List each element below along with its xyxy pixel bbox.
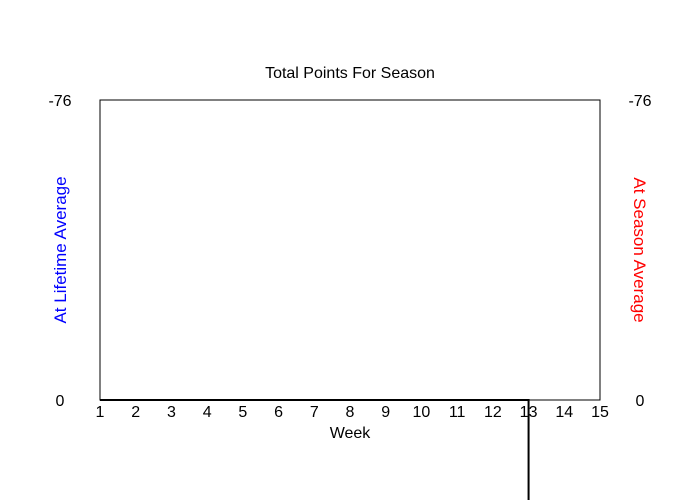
x-tick-label: 3 bbox=[167, 404, 176, 421]
x-tick-label: 15 bbox=[591, 404, 609, 421]
x-tick-label: 2 bbox=[131, 404, 140, 421]
y-tick-left-bottom: 0 bbox=[56, 393, 65, 410]
x-tick-label: 5 bbox=[238, 404, 247, 421]
x-tick-label: 14 bbox=[555, 404, 573, 421]
series-line-0 bbox=[100, 399, 530, 500]
y-tick-right-top: -76 bbox=[628, 93, 651, 110]
x-tick-label: 10 bbox=[413, 404, 431, 421]
plot-area bbox=[99, 99, 601, 401]
x-axis-label: Week bbox=[330, 425, 372, 442]
x-tick-label: 11 bbox=[449, 404, 466, 421]
y-axis-label-right: At Season Average bbox=[630, 177, 649, 322]
y-axis-label-left: At Lifetime Average bbox=[51, 176, 70, 323]
x-tick-label: 8 bbox=[346, 404, 355, 421]
x-tick-label: 12 bbox=[484, 404, 502, 421]
chart-title: Total Points For Season bbox=[265, 65, 435, 82]
x-tick-label: 4 bbox=[203, 404, 212, 421]
y-tick-left-top: -76 bbox=[48, 93, 71, 110]
x-tick-label: 1 bbox=[96, 404, 105, 421]
x-tick-label: 6 bbox=[274, 404, 283, 421]
y-tick-right-bottom: 0 bbox=[636, 393, 645, 410]
x-tick-label: 7 bbox=[310, 404, 319, 421]
x-tick-label: 9 bbox=[381, 404, 390, 421]
